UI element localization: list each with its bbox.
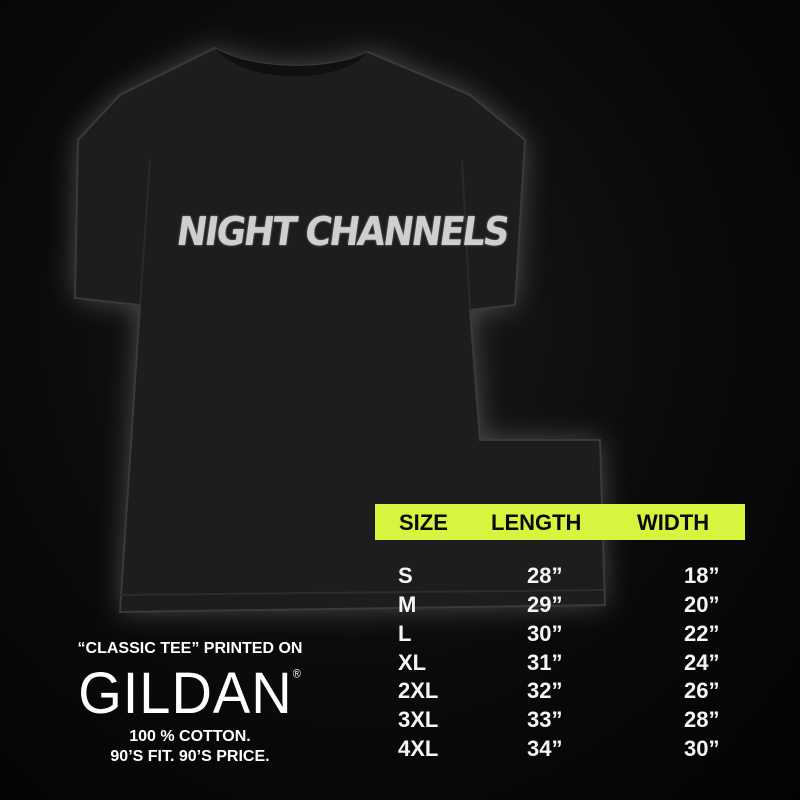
size-row: 3XL 33” 28” [398,707,720,732]
promo-line1: “CLASSIC TEE” PRINTED ON [77,640,303,657]
gildan-logo: GILDAN® [78,659,302,726]
size-row: L 30” 22” [398,621,720,646]
shirt-print-logo: NIGHT CHANNELS [174,209,511,256]
size-chart-header: SIZE LENGTH WIDTH [375,504,745,540]
size-row: 4XL 34” 30” [398,736,720,761]
promo-line3: 90’S FIT. 90’S PRICE. [110,748,270,765]
size-row: XL 31” 24” [398,650,720,675]
size-row: 2XL 32” 26” [398,678,720,703]
header-length: LENGTH [491,510,582,535]
size-row: M 29” 20” [398,592,720,617]
header-size: SIZE [399,510,448,535]
promo-line2: 100 % COTTON. [129,728,251,745]
header-width: WIDTH [637,510,710,535]
size-row: S 28” 18” [398,563,720,588]
